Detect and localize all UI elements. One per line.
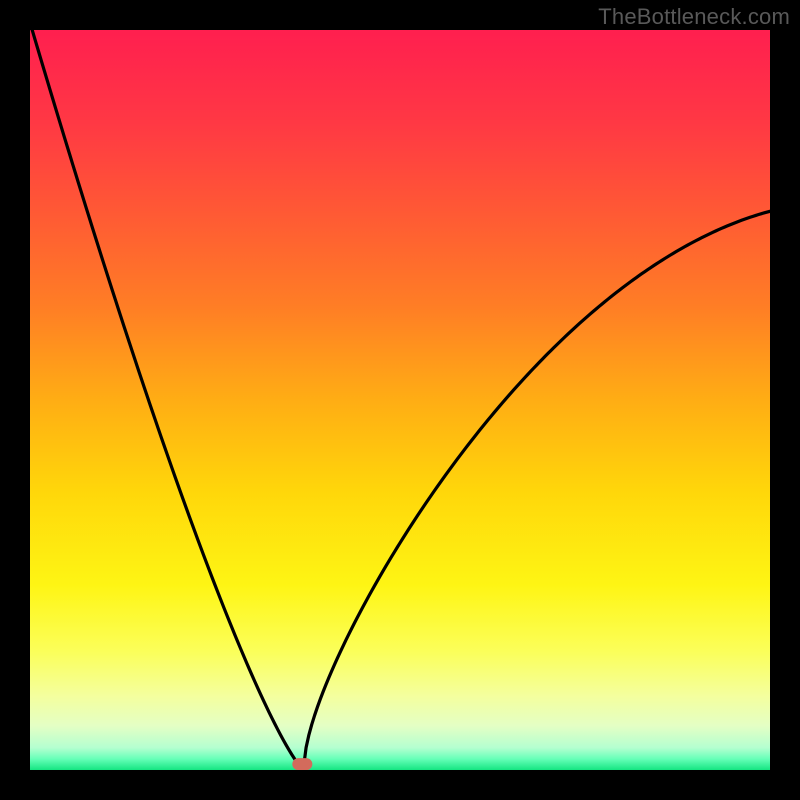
bottleneck-curve-chart: [0, 0, 800, 800]
watermark-text: TheBottleneck.com: [598, 4, 790, 30]
gradient-background: [30, 30, 770, 770]
optimal-point-marker: [292, 758, 312, 770]
chart-container: TheBottleneck.com: [0, 0, 800, 800]
